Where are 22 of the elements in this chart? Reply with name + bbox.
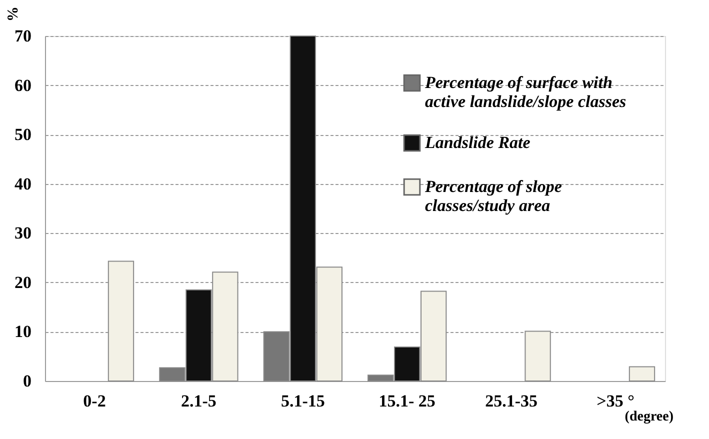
legend-label: Landslide Rate bbox=[424, 133, 531, 152]
x-tick-label: 5.1-15 bbox=[280, 392, 325, 410]
bar bbox=[108, 260, 134, 382]
bar bbox=[628, 366, 656, 382]
x-tick-label: 15.1- 25 bbox=[378, 392, 436, 410]
y-tick-label: 20 bbox=[14, 272, 32, 292]
y-tick-label: 10 bbox=[14, 322, 32, 342]
y-tick-label: 70 bbox=[14, 26, 32, 46]
x-tick-label: >35 ° bbox=[596, 392, 634, 410]
y-tick-label: 30 bbox=[14, 224, 32, 243]
x-axis-title: (degree) bbox=[624, 410, 674, 424]
x-tick-label: 0-2 bbox=[83, 392, 106, 410]
y-tick-label: 50 bbox=[14, 125, 32, 144]
y-tick-label: 60 bbox=[14, 76, 32, 95]
legend-label: Percentage of slope classes/study area bbox=[424, 177, 562, 215]
y-axis-title: % bbox=[6, 6, 22, 22]
x-tick-label: 25.1-35 bbox=[485, 392, 538, 410]
y-tick-label: 0 bbox=[23, 372, 32, 390]
x-tick-label: 2.1-5 bbox=[180, 392, 216, 410]
y-tick-label: 40 bbox=[14, 174, 32, 194]
bar bbox=[524, 330, 551, 382]
legend-label: Percentage of surface with active landslide/slope classes bbox=[424, 73, 627, 111]
